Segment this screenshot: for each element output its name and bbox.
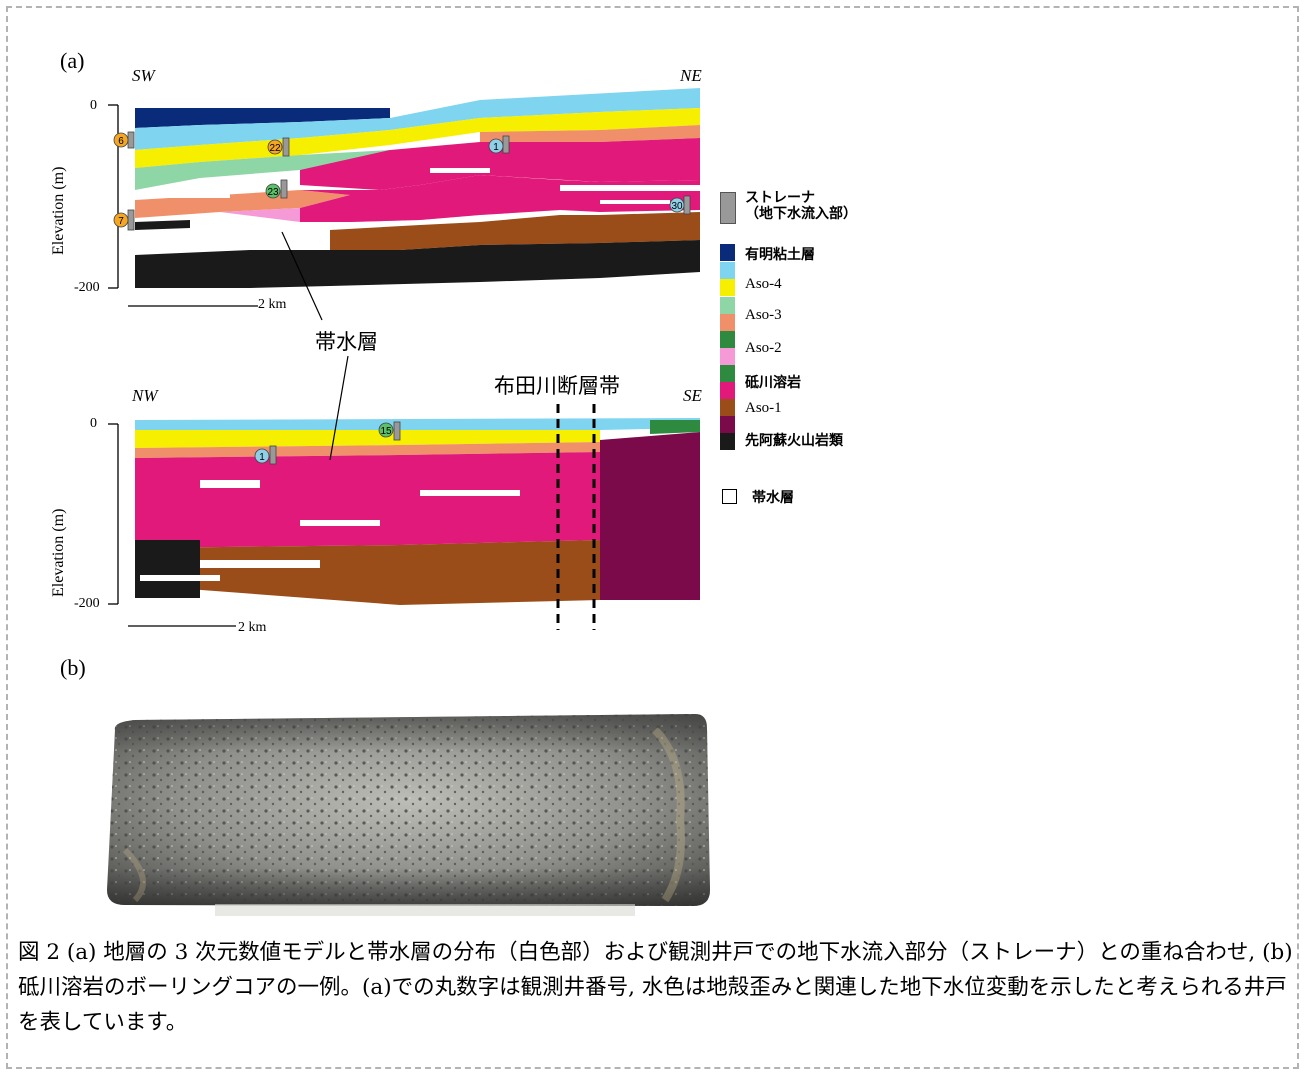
layer-black-thin	[135, 220, 190, 230]
figure-caption: 図 2 (a) 地層の 3 次元数値モデルと帯水層の分布（白色部）および観測井戸…	[18, 940, 1293, 1035]
well-marker: 30	[669, 195, 691, 215]
layer-aso4-light	[135, 88, 700, 150]
legend-aquifer-label: 帯水層	[752, 490, 794, 506]
legend-swatch	[720, 244, 735, 261]
layer-aso3-salmon	[480, 125, 700, 142]
well-label: 30	[671, 201, 683, 212]
well-marker: 15	[378, 421, 401, 441]
legend-label: Aso-2	[745, 340, 782, 356]
legend-swatch	[720, 262, 735, 279]
s2-aso2-green	[650, 420, 700, 434]
layer-aso3-green	[135, 150, 390, 190]
s2-togawa-lava	[135, 452, 600, 548]
well-marker: 23	[265, 179, 288, 199]
boring-core-image	[107, 714, 710, 916]
legend-label: 有明粘土層	[745, 247, 815, 263]
well-marker: 7	[113, 209, 135, 231]
panel-b-label: (b)	[60, 655, 86, 680]
section2-tick-top: 0	[90, 416, 97, 431]
well-marker: 6	[113, 131, 135, 149]
legend-swatch	[720, 399, 735, 416]
legend-swatch	[720, 331, 735, 348]
s2-aso1-brown	[135, 540, 600, 605]
layer-togawa-lava-upper	[300, 138, 700, 190]
legend-label: Aso-4	[745, 276, 782, 292]
well-label: 6	[118, 136, 124, 147]
legend-swatch	[720, 365, 735, 382]
legend-swatch	[720, 433, 735, 450]
layer-pre-aso-black	[135, 240, 700, 288]
well-label: 22	[269, 143, 281, 154]
s2-aso4-light	[135, 418, 700, 430]
panel-a-label: (a)	[60, 48, 85, 73]
section2-dir-right: SE	[683, 386, 702, 405]
layer-ariake-clay	[135, 108, 390, 128]
well-label: 15	[380, 426, 392, 437]
well-label: 1	[259, 452, 265, 463]
s2-aso4-yellow	[135, 430, 600, 448]
figure-frame	[6, 6, 1299, 1069]
strainer-swatch	[720, 192, 736, 224]
section2-tick-bottom: -200	[74, 596, 100, 611]
s2-pre-aso-maroon	[600, 432, 700, 600]
well-label: 23	[267, 187, 279, 198]
section1-dir-left: SW	[132, 66, 155, 85]
legend-label: 砥川溶岩	[745, 375, 801, 391]
aquifer-leaders	[281, 231, 349, 461]
legend-label: 先阿蘇火山岩類	[745, 433, 843, 449]
legend-label: Aso-1	[745, 400, 782, 416]
well-label: 1	[493, 142, 499, 153]
legend-swatch	[720, 297, 735, 314]
section1-tick-bottom: -200	[74, 280, 100, 295]
well-label: 7	[118, 216, 124, 227]
legend-swatch	[720, 382, 735, 399]
legend-swatch	[720, 279, 735, 296]
section2-scale-label: 2 km	[238, 620, 267, 635]
legend-label: Aso-3	[745, 307, 782, 323]
layer-aso1-brown	[330, 212, 700, 250]
section2-layers	[135, 418, 700, 605]
s2-aso3-salmon	[135, 442, 600, 458]
fault-zone-annotation: 布田川断層帯	[494, 374, 620, 398]
legend-swatch	[720, 416, 735, 433]
section2-axis	[108, 423, 236, 627]
section1-wells: 6 22 1 23 7 30	[113, 131, 691, 231]
section1-scale-label: 2 km	[258, 297, 287, 312]
legend-swatch	[720, 348, 735, 365]
section2-dir-left: NW	[132, 386, 158, 405]
legend-strainer-label: ストレーナ （地下水流入部）	[745, 190, 857, 222]
section1-tick-top: 0	[90, 98, 97, 113]
legend-swatch	[720, 314, 735, 331]
section1-layers	[135, 88, 700, 288]
s2-pre-aso-black	[135, 540, 200, 598]
legend-aquifer-swatch	[722, 489, 737, 504]
fault-lines	[556, 404, 596, 630]
well-marker: 1	[488, 135, 510, 154]
well-marker: 22	[267, 137, 290, 157]
section1-dir-right: NE	[680, 66, 702, 85]
aquifer-annotation: 帯水層	[315, 330, 378, 354]
section2-wells: 15 1	[254, 421, 401, 465]
well-marker: 1	[254, 445, 277, 465]
cross-sections-svg: 6 22 1 23 7 30	[108, 88, 700, 630]
